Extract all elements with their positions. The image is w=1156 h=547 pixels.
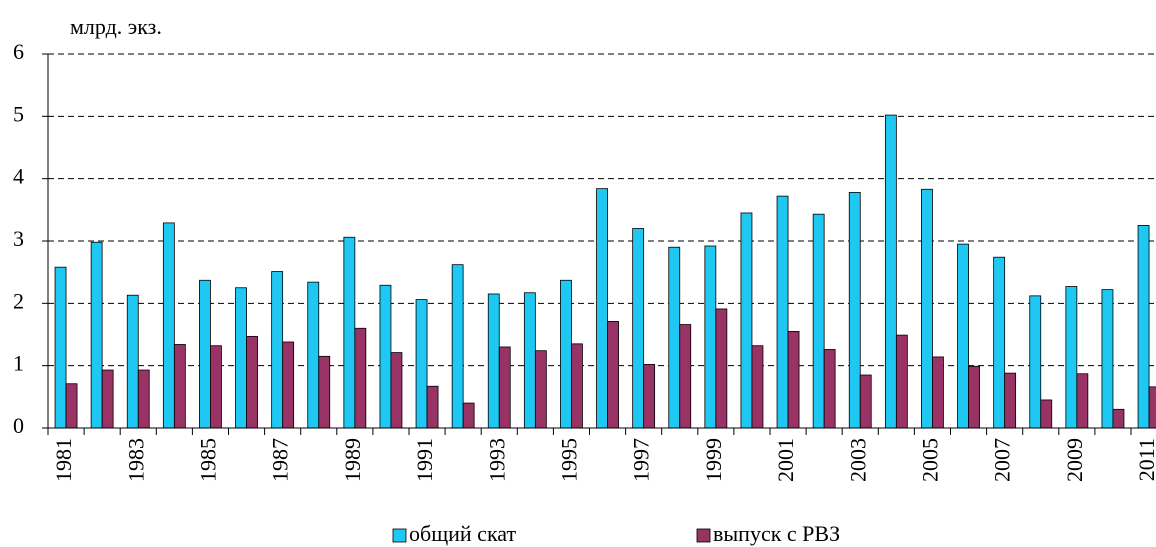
bar	[1029, 295, 1042, 429]
bar	[932, 356, 944, 429]
bar	[523, 292, 536, 429]
legend-swatch	[392, 528, 407, 543]
x-tick-label: 2007	[990, 438, 1015, 482]
x-tick-label: 2003	[845, 438, 870, 482]
bar	[1040, 399, 1053, 429]
bar	[426, 385, 439, 429]
bar	[1112, 408, 1125, 429]
x-tick-label: 2009	[1062, 438, 1087, 482]
bar	[740, 212, 753, 429]
bar	[859, 374, 872, 429]
x-tick-label: 1995	[556, 438, 581, 482]
bar	[210, 345, 222, 429]
y-axis-label: млрд. экз.	[70, 14, 162, 39]
bar	[137, 369, 150, 429]
legend-label: выпуск с РВЗ	[713, 521, 840, 546]
x-tick-label: 1989	[340, 438, 365, 482]
bar	[487, 293, 500, 429]
x-tick-label: 1981	[51, 438, 76, 482]
y-tick-label: 1	[13, 351, 24, 376]
bar	[199, 279, 211, 429]
x-tick-label: 1991	[412, 438, 437, 482]
bar	[162, 222, 175, 429]
bar	[498, 346, 511, 429]
y-tick-label: 6	[13, 39, 24, 64]
x-tick-label: 1983	[123, 438, 148, 482]
bar	[704, 245, 717, 429]
y-tick-label: 4	[13, 164, 24, 189]
bar	[895, 334, 908, 429]
bar	[812, 213, 825, 429]
bar	[235, 287, 247, 429]
y-tick-label: 2	[13, 288, 24, 313]
bar	[379, 284, 392, 429]
bar	[643, 364, 656, 429]
bar	[271, 271, 284, 429]
bar	[1004, 372, 1017, 429]
bar	[607, 321, 619, 429]
x-tick-label: 1987	[268, 438, 293, 482]
bar	[307, 281, 320, 429]
bar	[318, 355, 331, 429]
bar	[1076, 373, 1089, 429]
bar	[390, 352, 403, 429]
x-tick-label: 2011	[1134, 438, 1156, 481]
bar	[1137, 225, 1150, 429]
bar	[354, 327, 367, 429]
bar	[90, 241, 103, 429]
bar	[343, 236, 356, 429]
bar	[993, 256, 1006, 429]
bar	[1101, 289, 1114, 429]
bar	[534, 350, 547, 429]
x-tick-label: 2005	[917, 438, 942, 482]
bar	[776, 195, 789, 429]
x-tick-label: 1999	[701, 438, 726, 482]
bar	[679, 324, 692, 429]
bar	[823, 349, 836, 429]
bar	[65, 383, 78, 429]
bar	[921, 188, 933, 429]
bar	[715, 308, 728, 429]
bar	[632, 228, 645, 429]
x-tick-label: 1993	[484, 438, 509, 482]
x-tick-label: 1985	[195, 438, 220, 482]
bar	[101, 369, 114, 429]
bar	[668, 246, 681, 429]
legend-label: общий скат	[409, 521, 516, 546]
bar	[596, 188, 608, 429]
bar	[415, 299, 428, 429]
bar	[54, 266, 67, 429]
y-tick-label: 0	[13, 413, 24, 438]
bar	[787, 330, 800, 429]
bar	[571, 343, 583, 429]
bar	[451, 264, 464, 429]
bar	[560, 279, 572, 429]
y-tick-label: 3	[13, 226, 24, 251]
bar	[1148, 386, 1156, 429]
bar	[884, 114, 897, 429]
bar	[173, 344, 186, 429]
x-tick-label: 1997	[629, 438, 654, 482]
legend-swatch	[696, 528, 711, 543]
bar	[282, 341, 295, 429]
bar	[126, 294, 139, 429]
bar	[968, 365, 980, 429]
bar	[246, 335, 258, 429]
bar	[848, 191, 861, 429]
bar	[462, 402, 475, 429]
y-tick-label: 5	[13, 101, 24, 126]
bar	[957, 243, 969, 429]
bar	[751, 345, 764, 429]
bar	[1065, 286, 1078, 429]
x-tick-label: 2001	[773, 438, 798, 482]
